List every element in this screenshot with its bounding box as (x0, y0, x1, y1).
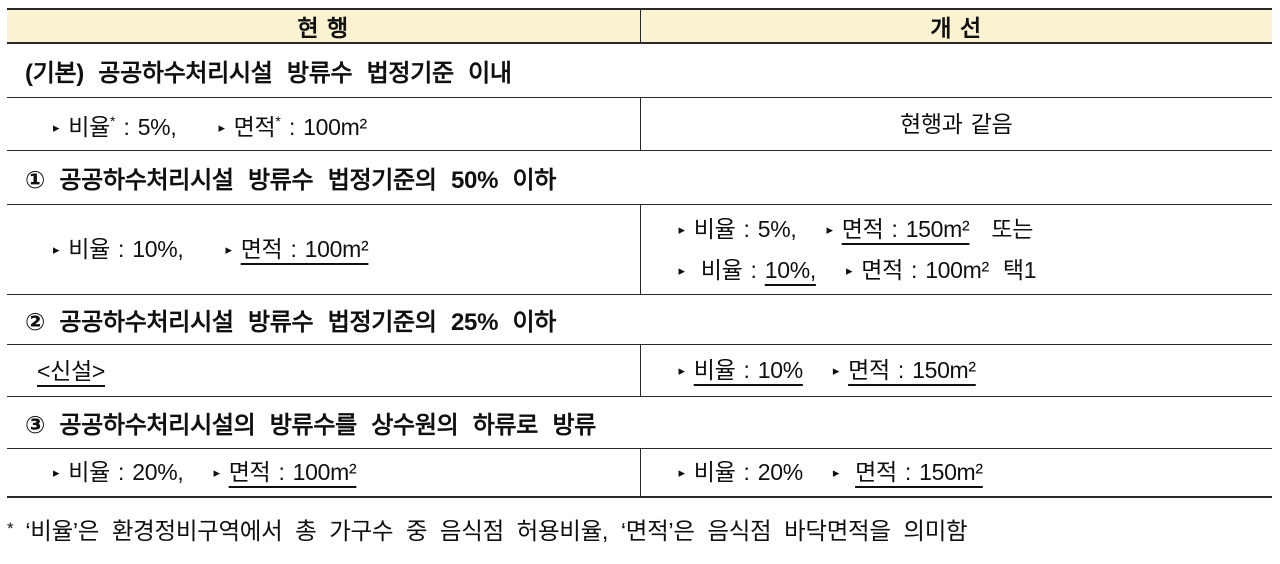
section-3-title: ③ 공공하수처리시설의 방류수를 상수원의 하류로 방류 (25, 412, 597, 439)
section-2-title: ② 공공하수처리시설 방류수 법정기준의 25% 이하 (25, 309, 557, 336)
triangle-bullet-icon: ▸ (826, 221, 833, 237)
s1-option-b-ratio-prefix: 비율 : (700, 256, 765, 283)
section-2-title-cell: ② 공공하수처리시설 방류수 법정기준의 25% 이하 (7, 295, 1272, 344)
s1-option-a-ratio: 비율 : 5%, (693, 215, 797, 242)
s2-ratio-underlined: 비율 : 10% (693, 357, 803, 383)
header-cell-current: 현 행 (7, 10, 640, 42)
section-basic-title: (기본) 공공하수처리시설 방류수 법정기준 이내 (25, 60, 512, 87)
triangle-bullet-icon: ▸ (678, 221, 686, 237)
choose-one-text: 택1 (1002, 256, 1037, 283)
triangle-bullet-icon: ▸ (213, 465, 220, 480)
s3-improved-area-underlined: 면적 : 150m² (855, 459, 983, 485)
section-3-current-line: ▸ 비율 : 20%, ▸ 면적 : 100m² (53, 452, 640, 493)
section-2-current-cell: <신설> (7, 345, 640, 396)
basic-ratio-label: 비율 (68, 113, 110, 140)
section-2-improved-line: ▸ 비율 : 10% ▸ 면적 : 150m² (679, 350, 1273, 391)
s3-current-ratio: 비율 : 20%, (68, 459, 184, 485)
s3-current-area-underlined: 면적 : 100m² (228, 459, 357, 485)
s1-option-b-ratio-underlined: 10%, (764, 256, 817, 283)
section-3-detail-row: ▸ 비율 : 20%, ▸ 면적 : 100m² ▸ 비율 : 20% ▸ 면적 : 150… (7, 449, 1272, 498)
section-3-improved-line: ▸ 비율 : 20% ▸ 면적 : 150m² (679, 452, 1273, 493)
triangle-bullet-icon: ▸ (678, 363, 686, 378)
basic-current-line: ▸ 비율* : 5%, ▸ 면적* : 100m² (53, 101, 640, 148)
section-2-improved-cell: ▸ 비율 : 10% ▸ 면적 : 150m² (639, 345, 1273, 396)
section-1-current-line: ▸ 비율 : 10%, ▸ 면적 : 100m² (53, 229, 640, 270)
triangle-bullet-icon: ▸ (53, 465, 60, 480)
triangle-bullet-icon: ▸ (53, 242, 60, 257)
section-3-current-cell: ▸ 비율 : 20%, ▸ 면적 : 100m² (7, 449, 640, 496)
section-2-title-row: ② 공공하수처리시설 방류수 법정기준의 25% 이하 (7, 295, 1272, 345)
triangle-bullet-icon: ▸ (225, 242, 232, 257)
section-1-improved-line-1: ▸ 비율 : 5%, ▸ 면적 : 150m² 또는 (679, 209, 1273, 250)
section-1-current-cell: ▸ 비율 : 10%, ▸ 면적 : 100m² (7, 205, 640, 294)
section-1-title-row: ① 공공하수처리시설 방류수 법정기준의 50% 이하 (7, 151, 1272, 205)
basic-improved-cell: 현행과 같음 (639, 98, 1273, 150)
s1-option-b-area: 면적 : 100m² (861, 256, 989, 283)
basic-ratio-value: : 5%, (115, 113, 177, 140)
comparison-table: 현 행 개 선 (기본) 공공하수처리시설 방류수 법정기준 이내 ▸ 비율* :… (7, 8, 1272, 498)
section-basic-title-row: (기본) 공공하수처리시설 방류수 법정기준 이내 (7, 44, 1272, 98)
section-1-title: ① 공공하수처리시설 방류수 법정기준의 50% 이하 (25, 167, 557, 194)
section-3-improved-cell: ▸ 비율 : 20% ▸ 면적 : 150m² (639, 449, 1273, 496)
s2-area-underlined: 면적 : 150m² (848, 357, 976, 383)
triangle-bullet-icon: ▸ (53, 119, 60, 135)
s1-option-a-area-underlined: 면적 : 150m² (841, 215, 970, 242)
triangle-bullet-icon: ▸ (832, 363, 840, 378)
triangle-bullet-icon: ▸ (678, 262, 686, 278)
section-1-improved-cell: ▸ 비율 : 5%, ▸ 면적 : 150m² 또는 ▸ 비율 : 10%, ▸ 면적 : 1… (639, 205, 1273, 294)
footnote-text: ‘비율’은 환경정비구역에서 총 가구수 중 음식점 허용비율, ‘면적’은 음… (25, 518, 968, 544)
s1-current-ratio: 비율 : 10%, (68, 236, 184, 262)
area-footnote-asterisk: * (275, 112, 281, 129)
triangle-bullet-icon: ▸ (678, 465, 686, 480)
section-1-title-cell: ① 공공하수처리시설 방류수 법정기준의 50% 이하 (7, 151, 1272, 204)
basic-area-value: : 100m² (280, 113, 367, 140)
section-basic-detail-row: ▸ 비율* : 5%, ▸ 면적* : 100m² 현행과 같음 (7, 98, 1272, 151)
header-improved-label: 개 선 (930, 15, 983, 41)
triangle-bullet-icon: ▸ (218, 119, 225, 135)
asterisk-marker: * (7, 519, 14, 538)
triangle-bullet-icon: ▸ (832, 465, 840, 480)
section-basic-title-cell: (기본) 공공하수처리시설 방류수 법정기준 이내 (7, 44, 1272, 97)
ratio-footnote-asterisk: * (109, 112, 116, 129)
basic-current-cell: ▸ 비율* : 5%, ▸ 면적* : 100m² (7, 98, 640, 150)
basic-area-label: 면적 (233, 113, 276, 140)
section-3-title-cell: ③ 공공하수처리시설의 방류수를 상수원의 하류로 방류 (7, 397, 1272, 448)
section-1-improved-line-2: ▸ 비율 : 10%, ▸ 면적 : 100m² 택1 (679, 250, 1273, 291)
header-cell-improved: 개 선 (639, 10, 1272, 42)
or-text: 또는 (991, 215, 1034, 242)
header-current-label: 현 행 (297, 15, 350, 41)
triangle-bullet-icon: ▸ (845, 262, 853, 278)
table-header-row: 현 행 개 선 (7, 10, 1272, 44)
section-2-detail-row: <신설> ▸ 비율 : 10% ▸ 면적 : 150m² (7, 345, 1272, 397)
newly-established-label: <신설> (37, 357, 105, 384)
same-as-current-text: 현행과 같음 (900, 111, 1013, 137)
s3-improved-ratio: 비율 : 20% (693, 459, 803, 485)
footnote: * ‘비율’은 환경정비구역에서 총 가구수 중 음식점 허용비율, ‘면적’은 … (7, 500, 1275, 546)
section-3-title-row: ③ 공공하수처리시설의 방류수를 상수원의 하류로 방류 (7, 397, 1272, 449)
section-1-detail-row: ▸ 비율 : 10%, ▸ 면적 : 100m² ▸ 비율 : 5%, ▸ 면적 : 150… (7, 205, 1272, 295)
s1-current-area-underlined: 면적 : 100m² (240, 236, 369, 262)
